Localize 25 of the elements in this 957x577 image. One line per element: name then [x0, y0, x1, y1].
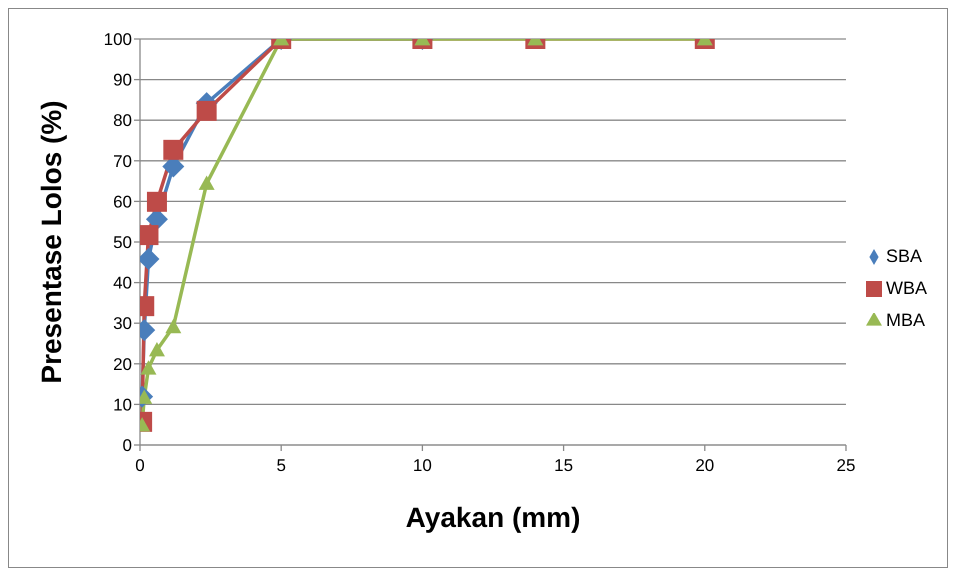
x-tick-label: 0: [135, 456, 145, 476]
y-tick-label: 10: [113, 395, 132, 414]
y-tick-label: 30: [113, 314, 132, 334]
y-tick-label: 90: [113, 70, 132, 90]
x-tick-label: 15: [554, 456, 574, 476]
legend-label: MBA: [886, 310, 925, 330]
y-tick-label: 100: [104, 30, 132, 50]
x-axis-title: Ayakan (mm): [406, 502, 580, 533]
legend-label: SBA: [886, 246, 922, 266]
point: [165, 318, 182, 334]
legend-label: WBA: [886, 278, 927, 298]
y-tick-label: 20: [113, 354, 132, 374]
y-tick-label: 50: [113, 233, 132, 252]
y-axis-title: Presentase Lolos (%): [36, 100, 67, 384]
y-tick-label: 40: [113, 274, 132, 293]
y-tick-label: 80: [113, 111, 132, 130]
y-tick-label: 60: [113, 192, 132, 212]
x-tick-label: 20: [695, 456, 714, 476]
x-tick-label: 5: [276, 456, 286, 476]
y-tick-label: 0: [122, 436, 132, 456]
x-tick-label: 10: [412, 456, 432, 476]
point: [140, 360, 156, 375]
point: [148, 342, 165, 356]
y-tick-label: 70: [113, 152, 132, 171]
x-tick-label: 25: [836, 456, 856, 476]
